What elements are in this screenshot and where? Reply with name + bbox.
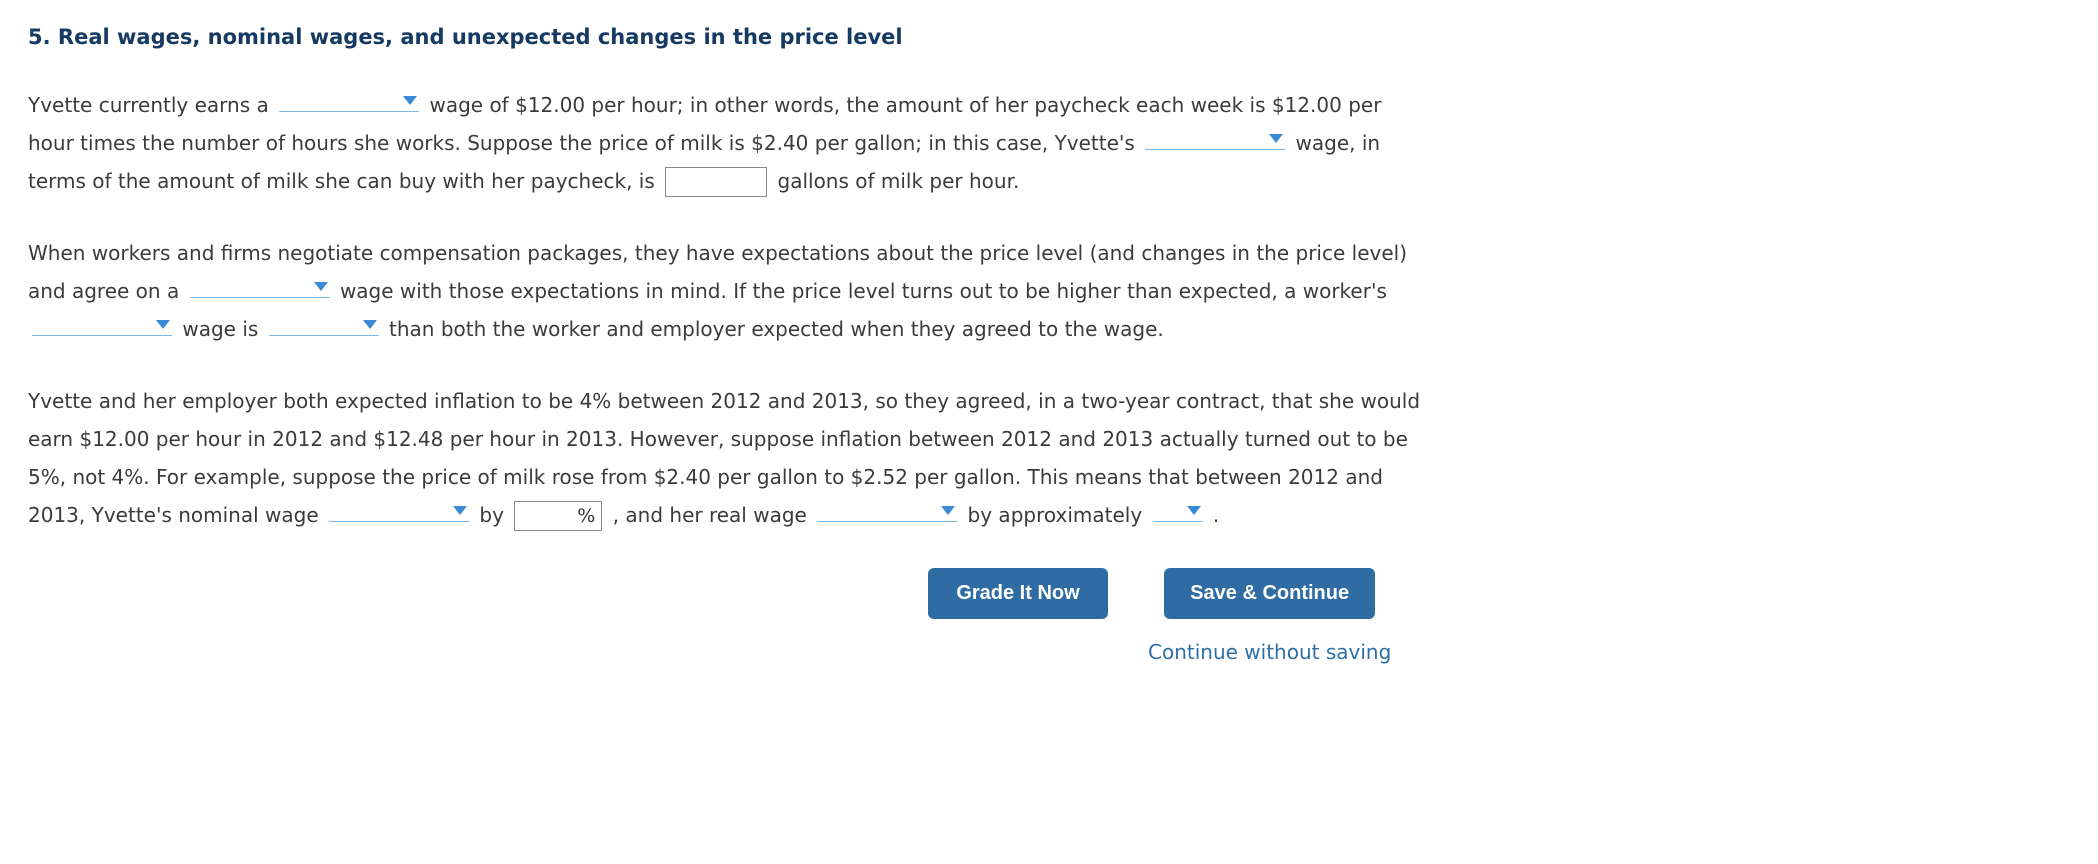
paragraph-3: Yvette and her employer both expected in… [28, 382, 1428, 534]
action-row: Grade It Now Save & Continue Continue wi… [928, 568, 2070, 671]
text: by approximately [968, 503, 1143, 527]
percent-label: % [575, 498, 601, 534]
input-percent-field[interactable] [515, 502, 575, 530]
paragraph-2: When workers and firms negotiate compens… [28, 234, 1428, 348]
text: Yvette currently earns a [28, 93, 269, 117]
question-title: 5. Real wages, nominal wages, and unexpe… [28, 18, 2070, 58]
text: . [1213, 503, 1219, 527]
text: than both the worker and employer expect… [389, 317, 1164, 341]
dropdown-approx-amount[interactable] [1153, 497, 1203, 522]
grade-col: Grade It Now [928, 568, 1108, 619]
input-gallons[interactable] [665, 167, 767, 197]
grade-button[interactable]: Grade It Now [928, 568, 1108, 619]
dropdown-wage-type-1[interactable] [279, 87, 419, 112]
save-continue-button[interactable]: Save & Continue [1164, 568, 1375, 619]
dropdown-wage-type-4[interactable] [32, 311, 172, 336]
input-percent[interactable]: % [514, 501, 602, 531]
dropdown-higher-lower[interactable] [269, 311, 379, 336]
text: wage is [182, 317, 258, 341]
save-col: Save & Continue Continue without saving [1148, 568, 1391, 671]
text: gallons of milk per hour. [778, 169, 1020, 193]
input-gallons-field[interactable] [666, 175, 766, 203]
continue-without-saving-link[interactable]: Continue without saving [1148, 633, 1391, 671]
text: , and her real wage [613, 503, 807, 527]
text: wage with those expectations in mind. If… [340, 279, 1387, 303]
dropdown-nominal-direction[interactable] [329, 497, 469, 522]
dropdown-wage-type-2[interactable] [1145, 125, 1285, 150]
paragraph-1: Yvette currently earns a wage of $12.00 … [28, 86, 1428, 200]
text: by [479, 503, 504, 527]
dropdown-wage-type-3[interactable] [190, 273, 330, 298]
dropdown-real-direction[interactable] [817, 497, 957, 522]
